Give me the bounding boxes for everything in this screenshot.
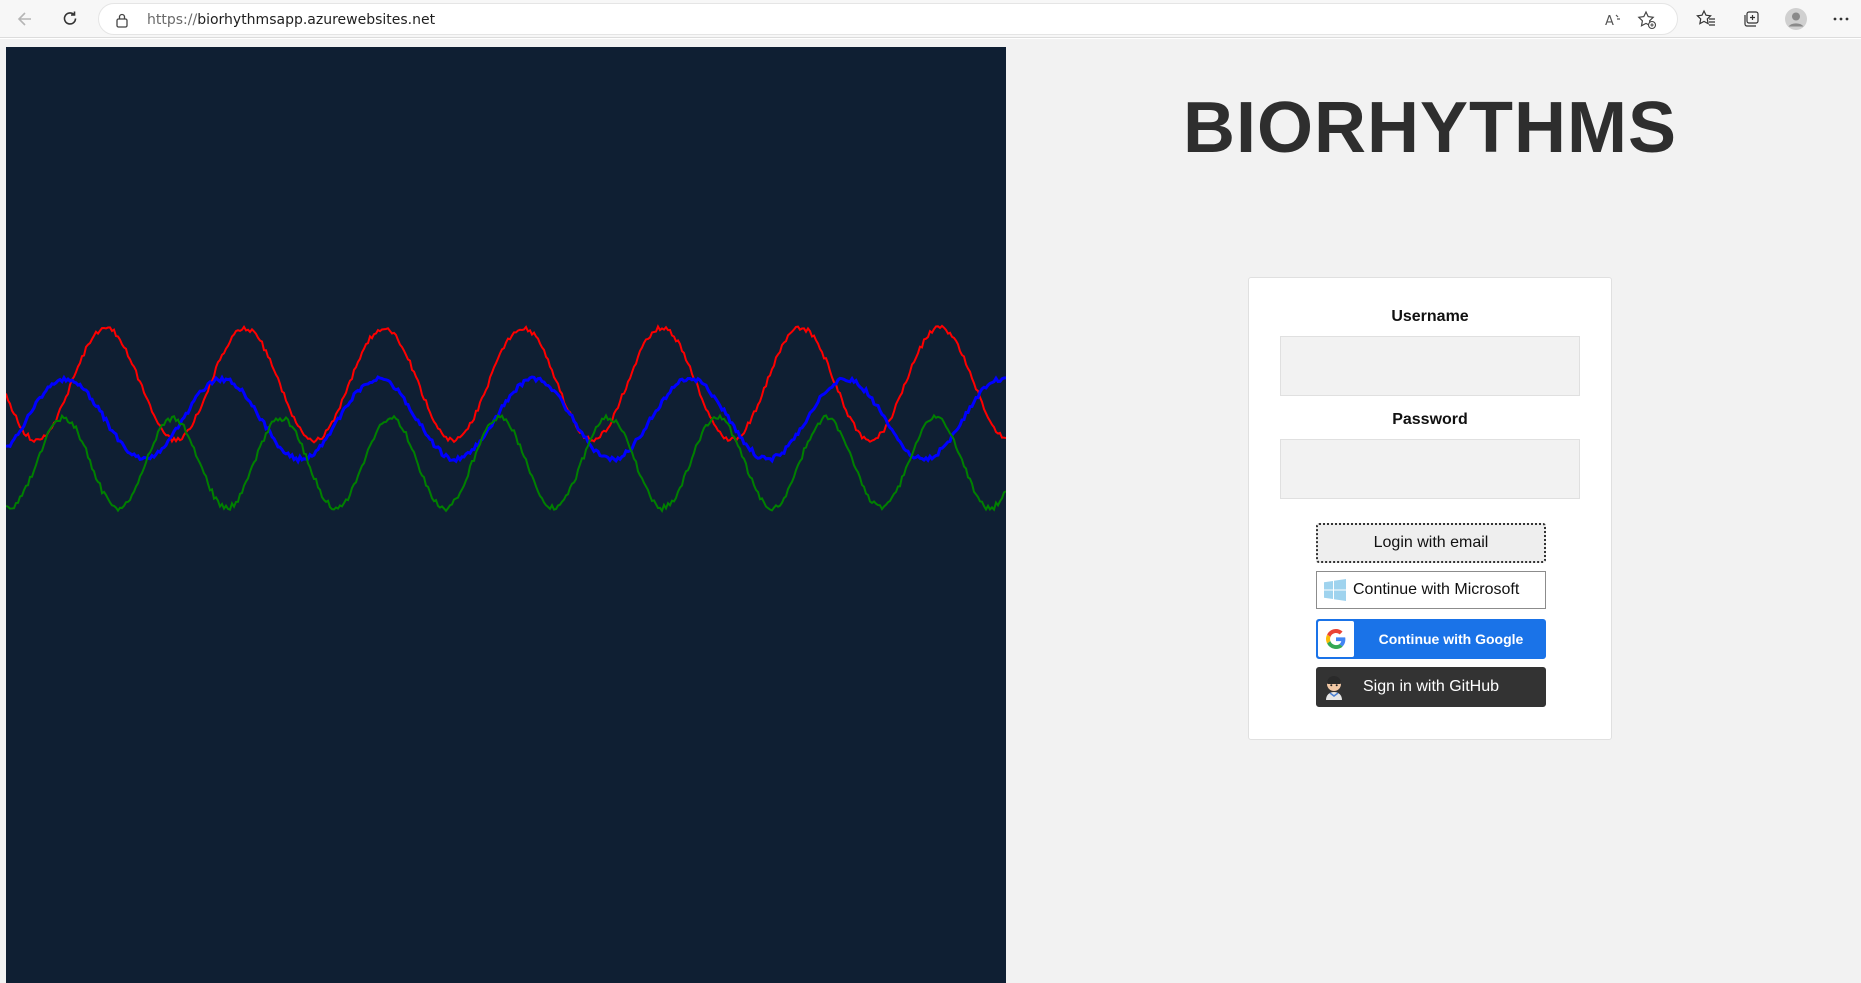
more-dots-icon [1833, 17, 1849, 21]
google-logo-box [1318, 621, 1354, 657]
favorites-button[interactable] [1690, 3, 1722, 35]
collections-button[interactable] [1735, 3, 1767, 35]
password-input[interactable] [1280, 439, 1580, 499]
url-host: biorhythmsapp.azurewebsites.net [197, 12, 436, 28]
address-bar[interactable]: https://biorhythmsapp.azurewebsites.net … [98, 3, 1678, 35]
continue-with-microsoft-button[interactable]: Continue with Microsoft [1316, 571, 1546, 609]
github-octocat-icon [1326, 676, 1342, 700]
app-title: BIORHYTHMS [1183, 88, 1677, 168]
collections-icon [1744, 11, 1759, 27]
back-arrow-icon [17, 12, 31, 26]
refresh-icon [63, 11, 77, 25]
back-button[interactable] [9, 3, 41, 35]
username-label: Username [1391, 308, 1469, 325]
browser-toolbar: https://biorhythmsapp.azurewebsites.net … [0, 0, 1861, 38]
url-protocol: https:// [147, 12, 198, 28]
biorhythm-waves-graphic [6, 324, 1006, 513]
profile-button[interactable] [1780, 3, 1812, 35]
svg-text:A: A [1605, 14, 1614, 29]
password-label: Password [1392, 411, 1468, 428]
read-aloud-button[interactable]: A [1601, 8, 1627, 32]
lock-icon [116, 13, 128, 28]
windows-logo-icon [1324, 579, 1346, 601]
read-aloud-icon: A [1605, 14, 1620, 29]
url-text[interactable]: https://biorhythmsapp.azurewebsites.net [147, 12, 435, 28]
google-button-label: Continue with Google [1378, 631, 1524, 647]
refresh-button[interactable] [54, 3, 86, 35]
emotional-wave [6, 374, 1006, 465]
sign-in-with-github-button[interactable]: Sign in with GitHub [1316, 667, 1546, 707]
intellectual-wave [6, 413, 1006, 513]
add-favorite-button[interactable] [1634, 8, 1660, 32]
favorites-icon [1696, 9, 1715, 26]
settings-more-button[interactable] [1825, 3, 1857, 35]
page-content: BIORHYTHMS Username Password Login with … [0, 39, 1861, 983]
microsoft-button-label: Continue with Microsoft [1353, 581, 1520, 598]
google-g-icon [1326, 629, 1346, 649]
biorhythm-waves-panel [6, 47, 1006, 983]
star-add-icon [1637, 10, 1657, 30]
github-button-label: Sign in with GitHub [1362, 678, 1500, 695]
username-input[interactable] [1280, 336, 1580, 396]
avatar-icon [1785, 8, 1807, 30]
login-card: Username Password Login with email Conti… [1248, 277, 1612, 740]
login-with-email-button[interactable]: Login with email [1316, 523, 1546, 563]
physical-wave [6, 324, 1006, 444]
continue-with-google-button[interactable]: Continue with Google [1316, 619, 1546, 659]
